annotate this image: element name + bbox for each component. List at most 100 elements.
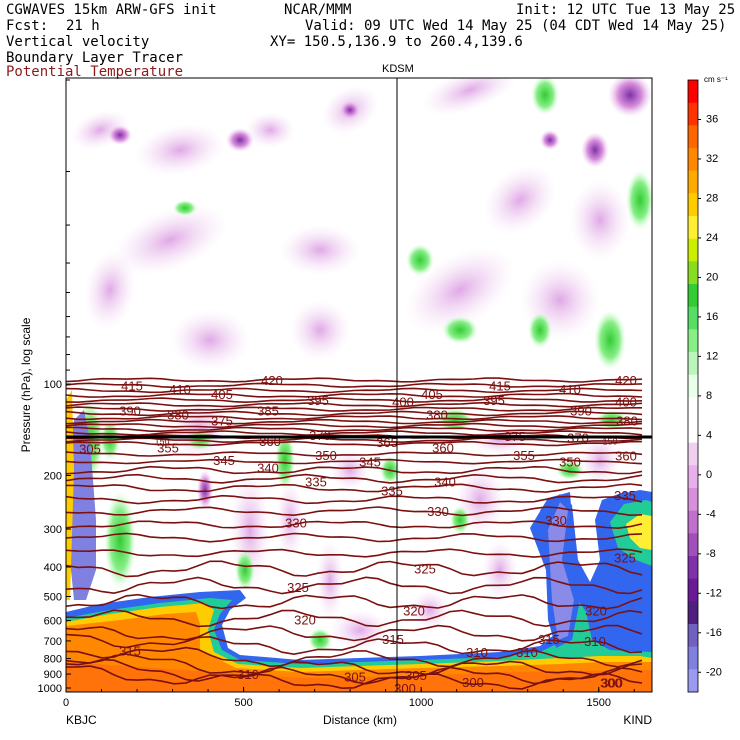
theta-label-bg [431,474,459,488]
theta-label-bg [556,455,584,469]
velocity-cell [406,244,434,276]
velocity-cell [170,310,250,370]
theta-label-bg [510,448,538,462]
velocity-cell [483,165,557,235]
theta-contour [66,532,643,543]
theta-label: 320 [585,603,607,618]
theta-contour [66,382,643,389]
theta-contour [66,406,642,412]
theta-label-bg [379,632,407,646]
theta-label-bg [76,442,104,456]
theta-contour [66,658,643,685]
theta-contour [66,422,643,429]
theta-contour [66,665,643,690]
velocity-cell [482,540,518,600]
theta-contour [66,576,643,595]
theta-label-bg [513,645,541,659]
colorbar-swatch [688,420,698,444]
y-tick-label: 1000 [38,683,62,695]
velocity-cell [340,101,360,119]
velocity-cell [540,130,560,150]
colorbar-label: 20 [706,271,718,283]
theta-label: 385 [257,403,279,418]
theta-label: 305 [344,670,366,685]
y-tick-label: 100 [44,379,62,391]
y-tick-label: 500 [44,591,62,603]
theta-label: 150 [154,436,169,446]
theta-label: 150 [602,436,617,446]
theta-contour [66,560,643,578]
theta-label-bg [596,432,624,446]
velocity-cell [280,225,360,275]
theta-label: 300 [600,675,622,690]
theta-contour [66,494,643,505]
velocity-cell [308,628,332,652]
theta-label: 410 [559,382,581,397]
colorbar-swatch [688,284,698,308]
colorbar-label: 32 [706,153,718,165]
velocity-cell [197,470,213,510]
colorbar-label: 16 [706,311,718,323]
theta-label-bg [613,414,641,428]
theta-label: 340 [257,460,279,475]
y-axis: 100 200 300 400 500 600 700 800 900 1000 [38,79,71,695]
colorbar-swatch [688,465,698,489]
colorbar-frame [687,79,699,693]
theta-label-bg [612,449,640,463]
theta-contour [66,520,643,530]
init-time: Init: 12 UTC Tue 13 May 25 [516,2,736,18]
y-tick-label: 800 [44,654,62,666]
theta-label: 400 [392,394,414,409]
theta-contour [66,473,643,484]
theta-label-bg [542,513,570,527]
forecast-hour: 21 h [66,18,100,34]
theta-label-bg [480,393,508,407]
theta-label: 355 [157,441,179,456]
theta-label: 420 [615,373,637,388]
theta-label-bg [164,408,192,422]
theta-label: 310 [237,667,259,682]
theta-label-bg [582,603,610,617]
velocity-cell [276,480,304,560]
theta-label-bg [581,634,609,648]
theta-label-bg [459,675,487,689]
velocity-cell [108,125,132,145]
theta-contour [66,593,643,610]
theta-contour [66,624,643,642]
colorbar-label: -12 [706,587,722,599]
theta-label: 350 [559,455,581,470]
cross-section-coords: XY= 150.5,136.9 to 260.4,139.6 [270,34,523,50]
theta-label: 375 [211,414,233,429]
theta-label-bg [598,676,626,690]
theta-label-bg [567,403,595,417]
theta-label: 325 [414,562,436,577]
theta-label: 310 [516,645,538,660]
theta-contour [66,458,643,465]
velocity-cell [173,200,197,216]
theta-label-bg [463,645,491,659]
theta-label: 380 [426,408,448,423]
theta-label-bg [254,460,282,474]
theta-label-bg [400,603,428,617]
theta-label-bg [118,378,146,392]
theta-contour [66,377,643,383]
theta-label-bg [402,668,430,682]
colorbar-unit: cm s⁻¹ [704,75,728,84]
colorbar-swatch [688,80,698,104]
y-tick-label: 200 [44,471,62,483]
colorbar-swatch [688,533,698,557]
theta-label: 420 [261,373,283,388]
colorbar-swatch [688,102,698,126]
theta-contour [66,410,643,417]
colorbar-swatch [688,261,698,285]
theta-label-bg [486,378,514,392]
colorbar-swatch [688,556,698,580]
y-tick-label: 700 [44,636,62,648]
theta-label-bg [378,483,406,497]
field-potential-temperature: Potential Temperature [6,64,184,80]
theta-contour [66,609,643,628]
colorbar-swatch [688,488,698,512]
theta-label-bg [284,580,312,594]
colorbar: 36 32 28 24 20 16 12 8 4 0 -4 -8 -12 -16 -20 [687,79,722,693]
colorbar-swatch [688,170,698,194]
